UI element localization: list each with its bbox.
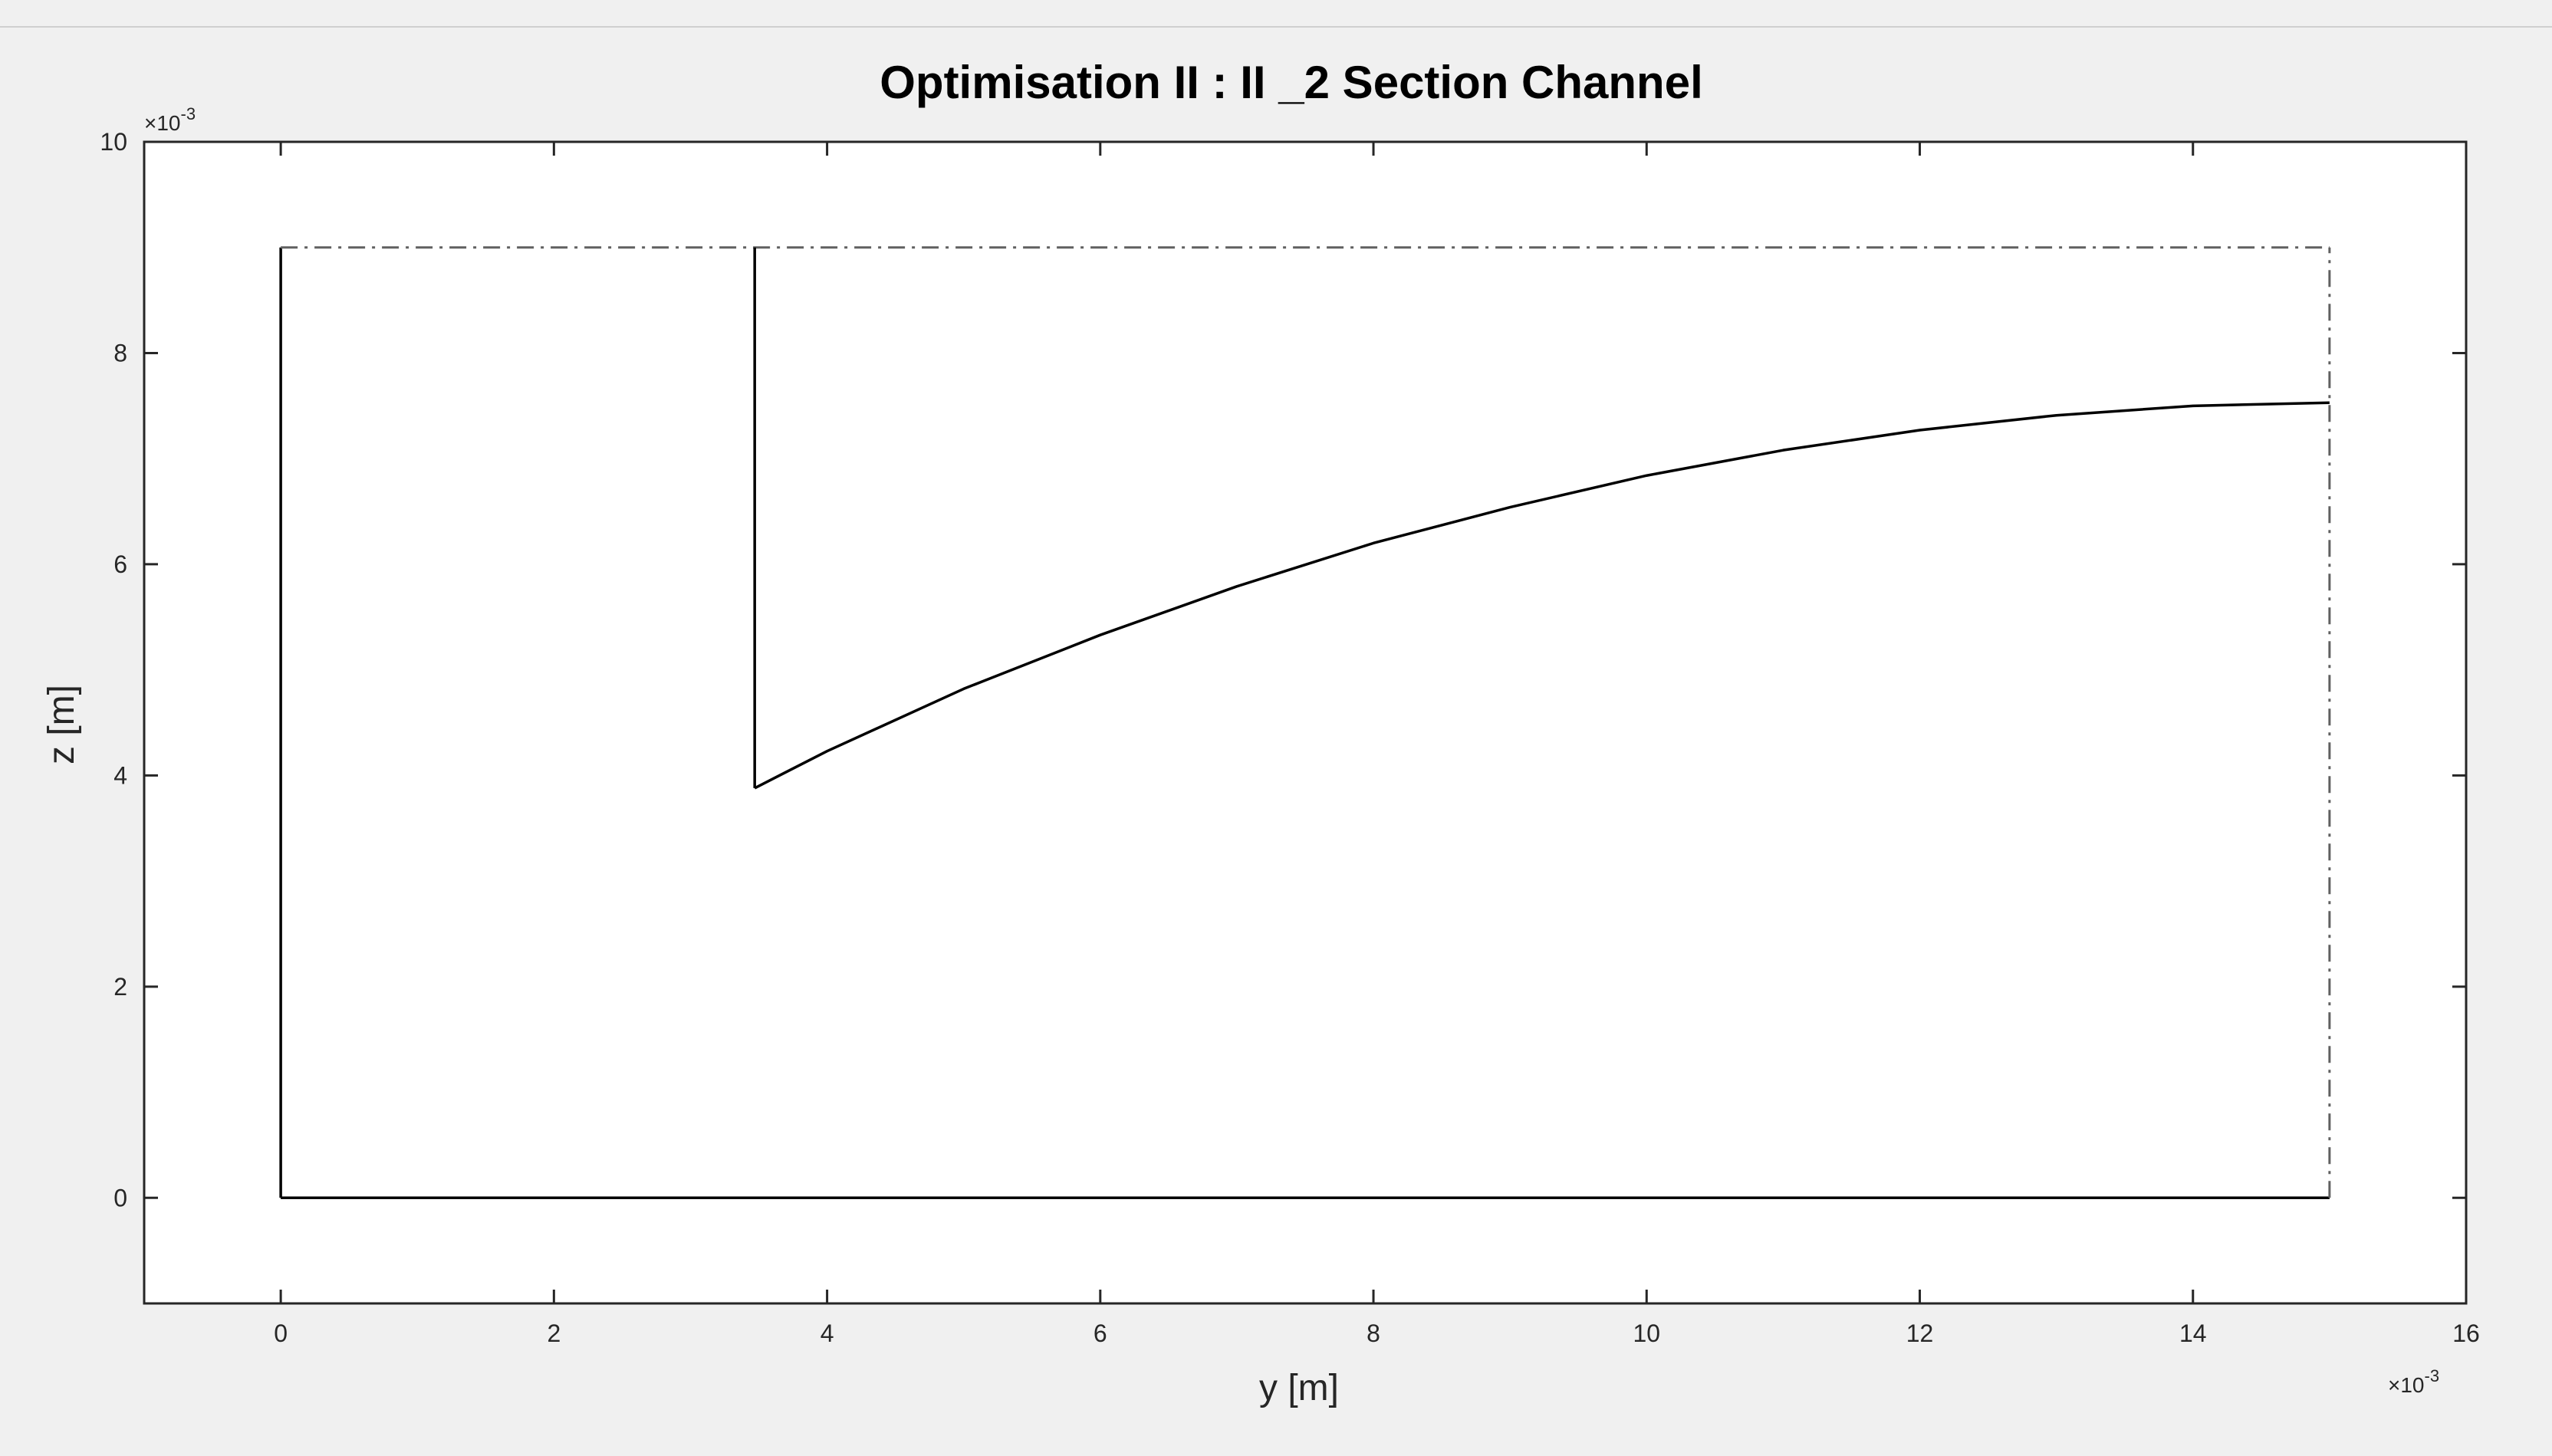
y-tick-label: 2 — [113, 973, 127, 1001]
x-tick-label: 12 — [1906, 1320, 1934, 1347]
svg-text:×10-3: ×10-3 — [2388, 1366, 2439, 1397]
x-tick-label: 2 — [547, 1320, 561, 1347]
y-exponent-power: -3 — [181, 104, 196, 123]
series-fin-curve — [754, 401, 2330, 790]
plot-area — [144, 142, 2466, 1303]
y-tick-label: 6 — [113, 551, 127, 578]
axes-box — [143, 140, 2468, 1305]
svg-text:×10-3: ×10-3 — [144, 104, 196, 135]
x-exponent-base: ×10 — [2388, 1373, 2425, 1397]
series-layer — [279, 246, 2331, 1200]
x-tick-label: 4 — [821, 1320, 834, 1347]
y-tick-label: 10 — [100, 128, 127, 156]
x-exponent-label: ×10-3 — [2388, 1366, 2439, 1397]
y-exponent-label: ×10-3 — [144, 104, 196, 135]
x-exponent-power: -3 — [2425, 1366, 2440, 1385]
x-tick-label: 10 — [1633, 1320, 1660, 1347]
x-tick-label: 8 — [1366, 1320, 1380, 1347]
y-tick-label: 0 — [113, 1184, 127, 1211]
x-tick-label: 0 — [274, 1320, 288, 1347]
window-top-border — [0, 26, 2552, 28]
y-tick-label: 8 — [113, 339, 127, 366]
y-axis-label: z [m] — [41, 685, 82, 764]
y-tick-label: 4 — [113, 761, 127, 789]
x-tick-label: 14 — [2179, 1320, 2207, 1347]
x-axis-label: y [m] — [1259, 1368, 1339, 1408]
ticks-layer: 0 2 4 6 8 10 12 14 16 0 2 4 6 8 10 — [100, 128, 2479, 1347]
x-tick-label: 6 — [1093, 1320, 1107, 1347]
chart-title: Optimisation II : II _2 Section Channel — [880, 57, 1703, 108]
x-tick-label: 16 — [2452, 1320, 2480, 1347]
y-exponent-base: ×10 — [144, 111, 181, 135]
